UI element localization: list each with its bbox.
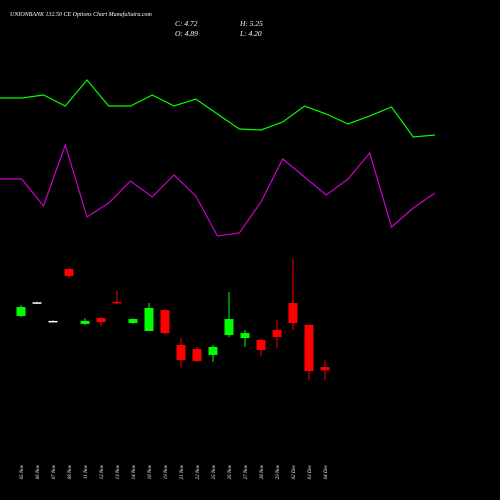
candle-body — [144, 308, 154, 331]
candle-body — [48, 320, 58, 323]
x-tick-label: 25 Nov — [212, 464, 217, 479]
x-tick-label: 06 Nov — [36, 464, 41, 479]
candle-body — [256, 339, 266, 350]
x-tick-label: 04 Dec — [324, 464, 329, 479]
x-tick-label: 08 Nov — [68, 464, 73, 479]
x-tick-label: 19 Nov — [164, 464, 169, 479]
candle-body — [16, 307, 26, 316]
candle-body — [160, 310, 170, 334]
chart-title: UNIONBANK 132.50 CE Options Chart Munafa… — [10, 11, 153, 18]
x-tick-label: 05 Nov — [20, 464, 25, 479]
x-tick-label: 11 Nov — [84, 464, 89, 479]
x-tick-label: 22 Nov — [196, 464, 201, 479]
candle-body — [112, 301, 122, 304]
x-tick-label: 28 Nov — [260, 464, 265, 479]
candle-body — [272, 330, 282, 338]
indicator-line — [0, 143, 436, 237]
candle-body — [96, 318, 106, 323]
indicator-line — [0, 79, 436, 138]
candle-body — [64, 269, 74, 277]
x-tick-label: 07 Nov — [52, 464, 57, 479]
summary-high: H: 5.25 — [239, 19, 263, 28]
summary-low: L: 4.20 — [239, 29, 262, 38]
x-tick-label: 26 Nov — [228, 464, 233, 479]
x-tick-label: 03 Dec — [308, 464, 313, 479]
candle-body — [304, 324, 314, 372]
candle-body — [192, 349, 202, 362]
x-tick-label: 13 Nov — [116, 464, 121, 479]
x-tick-label: 02 Dec — [292, 464, 297, 479]
candle-body — [32, 302, 42, 304]
x-tick-label: 14 Nov — [132, 464, 137, 479]
summary-close: C: 4.72 — [175, 19, 198, 28]
candle-body — [176, 345, 186, 361]
x-tick-label: 21 Nov — [180, 464, 185, 479]
candle-body — [288, 303, 298, 324]
candle-body — [240, 333, 250, 339]
candle-body — [80, 320, 90, 324]
candle-body — [320, 367, 330, 371]
candle-body — [128, 319, 138, 324]
x-tick-label: 27 Nov — [244, 464, 249, 479]
candle-body — [208, 346, 218, 355]
x-tick-label: 18 Nov — [148, 464, 153, 479]
summary-open: O: 4.89 — [175, 29, 198, 38]
candle-body — [224, 319, 234, 335]
x-tick-label: 12 Nov — [100, 464, 105, 479]
x-tick-label: 29 Nov — [276, 464, 281, 479]
